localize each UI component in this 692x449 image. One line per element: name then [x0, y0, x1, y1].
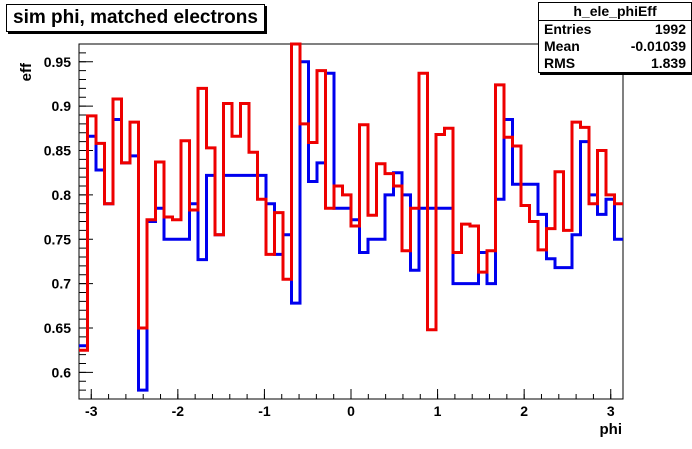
y-tick-label: 0.6	[52, 364, 72, 380]
stats-rms-value: 1.839	[650, 55, 686, 71]
y-tick-label: 0.75	[44, 231, 71, 247]
stats-mean-label: Mean	[544, 38, 580, 54]
y-axis-label: eff	[18, 62, 35, 81]
x-tick-label: -3	[85, 403, 98, 419]
y-tick-label: 0.65	[44, 320, 71, 336]
y-tick-label: 0.8	[52, 187, 72, 203]
x-tick-label: 1	[434, 403, 442, 419]
y-tick-label: 0.9	[52, 98, 72, 114]
series-line-2	[79, 42, 623, 352]
x-tick-label: 3	[607, 403, 615, 419]
y-tick-label: 0.7	[52, 276, 72, 292]
stats-row-rms: RMS 1.839	[539, 55, 691, 72]
x-tick-label: -1	[258, 403, 271, 419]
series-line-1	[79, 60, 623, 392]
stats-row-mean: Mean -0.01039	[539, 38, 691, 55]
stats-entries-label: Entries	[544, 21, 592, 37]
x-axis-label: phi	[600, 421, 623, 438]
x-tick-label: 0	[347, 403, 355, 419]
stats-entries-value: 1992	[654, 21, 686, 37]
stats-row-entries: Entries 1992	[539, 21, 691, 38]
chart-title: sim phi, matched electrons	[6, 4, 265, 32]
stats-box: h_ele_phiEff Entries 1992 Mean -0.01039 …	[538, 2, 692, 73]
y-tick-label: 0.85	[44, 143, 71, 159]
stats-rms-label: RMS	[544, 55, 576, 71]
series-layer	[79, 42, 623, 392]
y-axis: 0.6 0.65 0.7 0.75 0.8 0.85 0.9 0.95	[44, 52, 93, 391]
x-tick-label: 2	[520, 403, 528, 419]
stats-histogram-name: h_ele_phiEff	[539, 3, 691, 21]
x-tick-label: -2	[172, 403, 185, 419]
stats-mean-value: -0.01039	[630, 38, 686, 54]
y-tick-label: 0.95	[44, 54, 71, 70]
x-axis: -3 -2 -1 0 1 2 3	[85, 389, 615, 419]
